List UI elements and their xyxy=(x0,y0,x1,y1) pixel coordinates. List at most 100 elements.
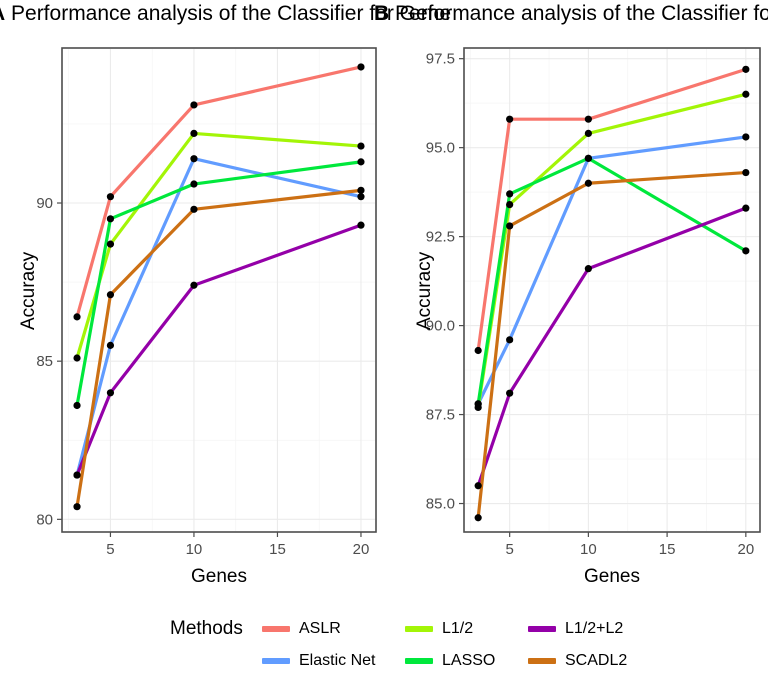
data-point xyxy=(357,221,365,229)
legend-label: ASLR xyxy=(299,620,341,637)
data-point xyxy=(106,291,115,299)
data-point xyxy=(742,168,750,177)
series-line-scadl2 xyxy=(75,188,363,509)
legend-label: SCADL2 xyxy=(565,652,628,669)
plot-area xyxy=(61,47,377,533)
data-point xyxy=(106,193,115,201)
legend-label: L1/2 xyxy=(442,620,474,637)
x-axis-tick-label: 15 xyxy=(659,541,676,558)
data-point xyxy=(506,190,514,198)
legend: ASLR Elastic Net L1/2 LASSO L1/2+L2 SCADL2 xyxy=(0,600,768,685)
data-point xyxy=(506,115,514,123)
data-point xyxy=(357,158,365,166)
data-point xyxy=(742,65,750,73)
chart-panel-a: 80 85 90 5 10 15 20 Accuracy Genes xyxy=(0,40,384,600)
series-line-l1-2-l2 xyxy=(476,206,748,488)
panel-a-title-text: Performance analysis of the Classifier f… xyxy=(5,2,452,25)
data-point xyxy=(742,204,750,212)
data-point xyxy=(584,129,592,138)
data-point xyxy=(73,401,81,410)
panel-a-title: A Performance analysis of the Classifier… xyxy=(0,2,451,26)
data-point xyxy=(73,471,81,479)
data-point xyxy=(584,115,592,123)
data-point xyxy=(357,193,365,201)
legend-swatch-l1-2 xyxy=(405,626,433,632)
legend-item[interactable]: LASSO xyxy=(405,646,495,676)
series-line-scadl2 xyxy=(476,170,748,520)
data-point xyxy=(474,400,482,408)
x-axis-tick-label: 20 xyxy=(737,541,754,558)
legend-swatch-lasso xyxy=(405,658,433,664)
data-point xyxy=(506,389,514,397)
y-axis-title: Accuracy xyxy=(414,251,435,330)
legend-label: LASSO xyxy=(442,652,496,669)
data-point xyxy=(742,133,750,141)
y-axis-tick-label: 95.0 xyxy=(426,140,455,157)
panel-a-tag: A xyxy=(0,2,5,25)
data-point xyxy=(106,240,115,248)
x-axis-title: Genes xyxy=(584,566,640,587)
series-line-lasso xyxy=(75,160,363,408)
x-axis-tick-label: 5 xyxy=(106,541,114,558)
y-axis-tick-label: 97.5 xyxy=(426,51,455,68)
y-axis-title: Accuracy xyxy=(18,251,39,330)
panel-b-title: B Performance analysis of the Classifier… xyxy=(374,2,768,26)
data-point xyxy=(73,313,81,321)
data-point xyxy=(190,129,198,138)
data-point xyxy=(73,354,81,362)
data-point xyxy=(742,90,750,98)
legend-item[interactable]: L1/2 xyxy=(405,614,473,644)
legend-label: Elastic Net xyxy=(299,652,376,669)
data-point xyxy=(190,205,198,213)
series-line-aslr xyxy=(75,65,363,319)
y-axis-tick-label: 87.5 xyxy=(426,407,455,424)
chart-panel-b: 85.0 87.5 90.0 92.5 95.0 97.5 5 10 15 20 Accuracy G… xyxy=(384,40,768,600)
data-point xyxy=(584,265,592,273)
data-point xyxy=(584,154,592,162)
x-axis-title: Genes xyxy=(191,566,247,587)
data-point xyxy=(190,180,198,188)
y-axis-tick-label: 80 xyxy=(36,511,53,528)
panel-b-tag: B xyxy=(374,2,390,25)
chart-svg-b: 85.0 87.5 90.0 92.5 95.0 97.5 5 10 15 20 xyxy=(426,47,761,558)
data-point xyxy=(584,179,592,187)
data-point xyxy=(357,186,365,194)
legend-swatch-l1-2-l2 xyxy=(528,626,556,632)
x-axis-tick-label: 10 xyxy=(186,541,203,558)
series-line-lasso xyxy=(476,156,748,406)
y-axis-tick-label: 90.0 xyxy=(426,318,455,335)
data-point xyxy=(357,63,365,71)
data-point xyxy=(506,200,514,209)
y-axis-tick-label: 85 xyxy=(36,353,53,370)
y-axis-tick-label: 85.0 xyxy=(426,496,455,513)
y-axis-tick-label: 90 xyxy=(36,195,53,212)
chart-svg-a: 80 85 90 5 10 15 20 xyxy=(36,47,377,558)
data-point xyxy=(106,341,115,349)
data-point xyxy=(474,482,482,490)
legend-item[interactable]: L1/2+L2 xyxy=(528,614,623,644)
data-point xyxy=(190,155,198,163)
y-axis-tick-label: 92.5 xyxy=(426,229,455,246)
series-line-l1-2-l2 xyxy=(75,223,363,477)
data-point xyxy=(357,142,365,150)
data-point xyxy=(474,346,482,355)
data-point xyxy=(190,101,198,109)
data-point xyxy=(106,389,115,397)
data-point xyxy=(474,514,482,522)
legend-title: Methods xyxy=(170,618,243,639)
legend-swatch-scadl2 xyxy=(528,658,556,664)
x-axis-tick-label: 15 xyxy=(269,541,286,558)
legend-item[interactable]: SCADL2 xyxy=(528,646,627,676)
legend-item[interactable]: ASLR xyxy=(262,614,341,644)
data-point xyxy=(73,503,81,511)
legend-item[interactable]: Elastic Net xyxy=(262,646,375,676)
x-axis-tick-label: 10 xyxy=(580,541,597,558)
x-axis-tick-label: 20 xyxy=(353,541,370,558)
panel-b-title-text: Performance analysis of the Classifier f… xyxy=(395,2,768,25)
data-point xyxy=(506,336,514,344)
data-point xyxy=(106,215,115,223)
series-line-aslr xyxy=(476,67,748,353)
series-line-l1-2 xyxy=(75,131,363,360)
legend-swatch-elastic-net xyxy=(262,658,290,664)
